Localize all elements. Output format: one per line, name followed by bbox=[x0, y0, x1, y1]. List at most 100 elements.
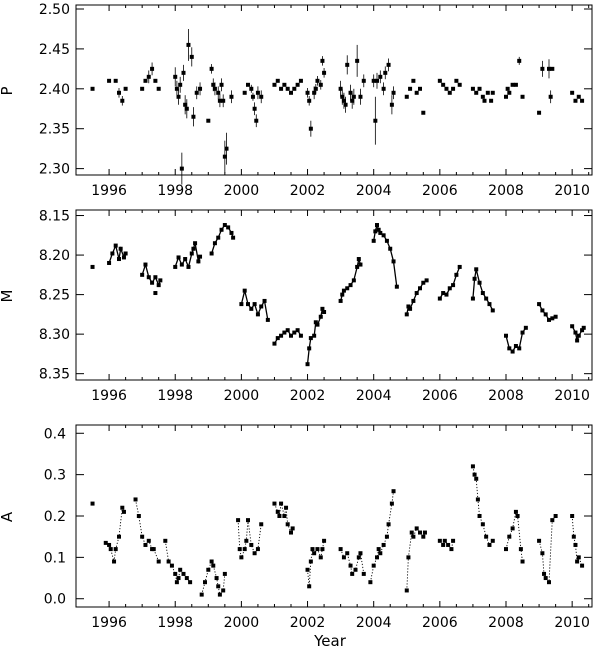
data-point bbox=[206, 118, 211, 123]
data-point bbox=[580, 98, 585, 103]
data-point bbox=[265, 317, 270, 322]
data-point bbox=[140, 534, 145, 539]
data-point bbox=[150, 66, 155, 71]
data-point bbox=[183, 257, 188, 262]
data-point bbox=[414, 291, 419, 296]
data-point bbox=[571, 534, 576, 539]
data-point bbox=[482, 98, 487, 103]
data-point bbox=[356, 257, 361, 262]
data-point bbox=[411, 78, 416, 83]
data-point bbox=[378, 230, 383, 235]
data-point bbox=[350, 571, 355, 576]
data-point bbox=[282, 330, 287, 335]
data-point bbox=[543, 576, 548, 581]
data-point bbox=[414, 526, 419, 531]
data-point bbox=[315, 547, 320, 552]
data-point bbox=[451, 538, 456, 543]
data-point bbox=[211, 563, 216, 568]
data-point bbox=[217, 592, 222, 597]
data-point bbox=[358, 551, 363, 556]
data-point bbox=[490, 308, 495, 313]
data-point bbox=[470, 464, 475, 469]
data-point bbox=[404, 588, 409, 593]
x-tick-label: 2000 bbox=[224, 615, 260, 631]
data-point bbox=[186, 264, 191, 269]
data-point bbox=[389, 501, 394, 506]
data-point bbox=[485, 90, 490, 95]
data-point bbox=[520, 330, 525, 335]
data-point bbox=[262, 298, 267, 303]
data-point bbox=[209, 559, 214, 564]
data-point bbox=[487, 302, 492, 307]
data-point bbox=[229, 94, 234, 99]
data-point bbox=[457, 264, 462, 269]
data-point bbox=[133, 497, 138, 502]
data-point bbox=[547, 580, 551, 585]
data-point bbox=[219, 227, 224, 232]
data-point bbox=[252, 106, 257, 111]
data-point bbox=[305, 90, 310, 95]
data-point bbox=[404, 312, 409, 317]
data-point bbox=[444, 292, 449, 297]
data-point bbox=[307, 584, 312, 589]
data-point bbox=[391, 90, 396, 95]
x-tick-label: 2002 bbox=[290, 615, 326, 631]
data-point bbox=[246, 518, 250, 523]
data-point bbox=[194, 90, 199, 95]
data-point bbox=[222, 154, 227, 159]
data-point bbox=[474, 90, 479, 95]
data-point bbox=[550, 316, 555, 321]
series-line bbox=[201, 560, 226, 596]
data-point bbox=[421, 534, 426, 539]
data-point bbox=[279, 501, 284, 506]
y-axis-label: M bbox=[0, 290, 16, 303]
data-point bbox=[312, 551, 317, 556]
data-point bbox=[308, 336, 313, 341]
data-point bbox=[136, 514, 141, 518]
data-point bbox=[373, 118, 378, 123]
data-point bbox=[449, 547, 454, 552]
data-point bbox=[375, 223, 379, 228]
data-point bbox=[153, 78, 158, 83]
data-point bbox=[570, 514, 575, 518]
data-point bbox=[454, 78, 459, 83]
data-point bbox=[517, 58, 522, 63]
x-tick-label: 2004 bbox=[356, 388, 392, 404]
y-axis-label: P bbox=[0, 86, 16, 95]
data-point bbox=[295, 82, 300, 87]
data-point bbox=[320, 547, 325, 552]
data-point bbox=[394, 284, 399, 289]
data-point bbox=[520, 559, 525, 564]
x-tick-label: 2006 bbox=[422, 183, 458, 199]
data-point bbox=[386, 62, 391, 67]
data-point bbox=[176, 576, 181, 581]
data-point bbox=[289, 333, 293, 338]
data-point bbox=[573, 542, 578, 547]
data-point bbox=[472, 472, 477, 477]
data-point bbox=[575, 338, 580, 343]
y-tick-label: 2.40 bbox=[39, 82, 70, 98]
data-point bbox=[90, 264, 95, 269]
data-point bbox=[158, 278, 163, 283]
data-point bbox=[143, 78, 148, 83]
data-point bbox=[484, 534, 489, 539]
data-point bbox=[143, 542, 148, 547]
data-point bbox=[209, 251, 214, 256]
data-point bbox=[221, 98, 226, 103]
data-point bbox=[107, 542, 112, 547]
y-tick-label: 0.1 bbox=[44, 550, 66, 566]
data-point bbox=[216, 235, 221, 240]
data-point bbox=[217, 98, 222, 103]
data-point bbox=[470, 296, 475, 301]
data-point bbox=[259, 522, 264, 527]
data-point bbox=[221, 588, 226, 593]
data-point bbox=[242, 90, 247, 95]
data-point bbox=[285, 86, 290, 91]
data-point bbox=[143, 262, 148, 267]
data-point bbox=[437, 78, 442, 83]
data-point bbox=[373, 229, 378, 234]
data-point bbox=[184, 576, 189, 581]
data-point bbox=[173, 571, 178, 576]
data-point bbox=[219, 82, 224, 87]
data-point bbox=[408, 86, 413, 91]
